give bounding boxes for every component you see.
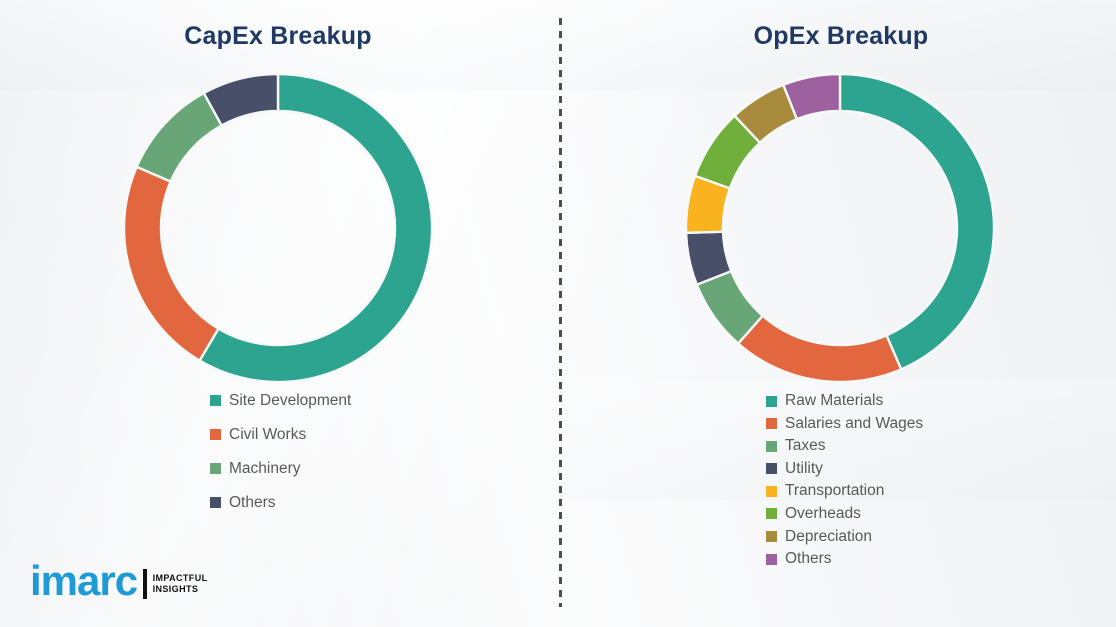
legend-item-salaries-and-wages: Salaries and Wages: [766, 414, 923, 434]
imarc-tagline-line2: INSIGHTS: [152, 584, 199, 594]
legend-label: Site Development: [229, 391, 352, 409]
legend-item-site-development: Site Development: [210, 390, 351, 411]
legend-label: Raw Materials: [785, 392, 884, 409]
legend-marker: [210, 395, 221, 406]
legend-item-civil-works: Civil Works: [210, 424, 351, 445]
legend-label: Machinery: [229, 459, 301, 477]
legend-marker: [766, 418, 777, 430]
donut-segment-others: [202, 72, 280, 128]
donut-segment-salaries-and-wages: [736, 314, 903, 384]
legend-item-raw-materials: Raw Materials: [766, 391, 923, 411]
legend-item-taxes: Taxes: [766, 436, 923, 456]
legend-marker: [766, 395, 777, 407]
legend-label: Utility: [785, 459, 823, 477]
legend-label: Overheads: [785, 504, 861, 522]
opex-legend: Raw Materials Salaries and Wages Taxes Util…: [766, 391, 923, 572]
legend-marker: [766, 485, 777, 497]
legend-item-others: Others: [210, 492, 351, 513]
legend-marker: [766, 531, 777, 543]
legend-item-transportation: Transportation: [766, 481, 923, 501]
donut-segment-civil-works: [122, 165, 221, 363]
legend-item-others: Others: [766, 549, 923, 569]
donut-segment-site-development: [197, 72, 434, 384]
legend-label: Depreciation: [785, 527, 873, 545]
legend-marker: [766, 440, 777, 452]
legend-marker: [766, 553, 777, 565]
legend-marker: [766, 508, 777, 520]
capex-donut-chart: [122, 72, 434, 384]
opex-chart-title: OpEx Breakup: [753, 22, 929, 50]
legend-label: Taxes: [785, 437, 826, 455]
legend-item-overheads: Overheads: [766, 504, 923, 524]
legend-item-utility: Utility: [766, 459, 923, 479]
imarc-logo-tagline: IMPACTFUL INSIGHTS: [153, 573, 208, 596]
legend-item-depreciation: Depreciation: [766, 527, 923, 547]
legend-label: Others: [229, 493, 276, 511]
imarc-tagline-line1: IMPACTFUL: [152, 572, 208, 583]
imarc-logo: imarc IMPACTFUL INSIGHTS: [30, 560, 208, 602]
imarc-logo-wordmark: imarc: [30, 557, 138, 604]
donut-segment-machinery: [135, 91, 224, 184]
legend-label: Salaries and Wages: [785, 414, 924, 432]
capex-chart-title: CapEx Breakup: [184, 22, 372, 50]
imarc-logo-divider-bar: [143, 569, 147, 599]
dashed-divider-line: [559, 18, 562, 607]
legend-marker: [210, 429, 221, 440]
capex-legend: Site Development Civil Works Machinery Othe…: [210, 390, 351, 526]
legend-label: Transportation: [785, 482, 885, 500]
legend-item-machinery: Machinery: [210, 458, 351, 479]
legend-marker: [210, 463, 221, 474]
donut-segment-raw-materials: [838, 72, 996, 371]
legend-label: Civil Works: [229, 425, 307, 443]
legend-marker: [210, 497, 221, 508]
opex-donut-chart: [684, 72, 996, 384]
legend-label: Others: [785, 550, 832, 568]
donut-segment-others: [781, 72, 842, 121]
legend-marker: [766, 463, 777, 475]
